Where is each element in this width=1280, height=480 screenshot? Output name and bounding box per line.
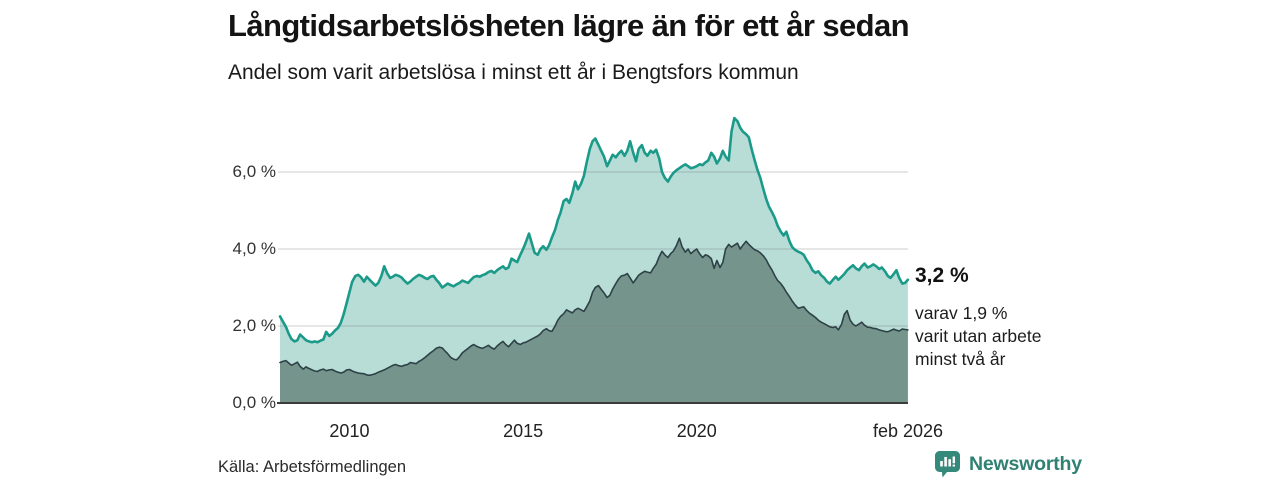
note-line: minst två år bbox=[915, 349, 1006, 369]
note-line: varav 1,9 % bbox=[915, 303, 1008, 323]
logo-exclamation-dot bbox=[952, 464, 955, 467]
series-line bbox=[278, 116, 910, 344]
x-axis-tick-label: 2020 bbox=[676, 421, 717, 441]
page-subtitle: Andel som varit arbetslösa i minst ett å… bbox=[228, 61, 799, 84]
newsworthy-wordmark: Newsworthy bbox=[969, 452, 1082, 475]
x-axis-tick-label: 2010 bbox=[329, 421, 370, 441]
area-fill bbox=[280, 238, 908, 403]
logo-exclamation-bar bbox=[952, 456, 955, 464]
page-title: Långtidsarbetslösheten lägre än för ett … bbox=[228, 8, 910, 43]
y-axis-tick-label: 4,0 % bbox=[232, 239, 276, 258]
note-line: varit utan arbete bbox=[915, 326, 1042, 346]
y-axis-tick-label: 0,0 % bbox=[232, 393, 276, 412]
source-note: Källa: Arbetsförmedlingen bbox=[218, 458, 407, 476]
y-axis-tick-label: 2,0 % bbox=[232, 316, 276, 335]
end-value-annotation: 3,2 % varav 1,9 % varit utan arbete mins… bbox=[915, 264, 1075, 371]
end-value-note: varav 1,9 % varit utan arbete minst två … bbox=[915, 302, 1075, 371]
y-axis-tick-label: 6,0 % bbox=[232, 162, 276, 181]
x-axis-tick-label: feb 2026 bbox=[872, 421, 944, 441]
newsworthy-brand: Newsworthy bbox=[934, 450, 1082, 478]
end-value-label: 3,2 % bbox=[915, 264, 969, 287]
series-line bbox=[279, 237, 909, 377]
logo-bar-short bbox=[940, 461, 943, 467]
x-axis-tick-label: 2015 bbox=[503, 421, 544, 441]
logo-bar-tall bbox=[944, 457, 947, 467]
newsworthy-logo-icon bbox=[935, 451, 960, 478]
logo-bar-mid bbox=[948, 459, 951, 467]
